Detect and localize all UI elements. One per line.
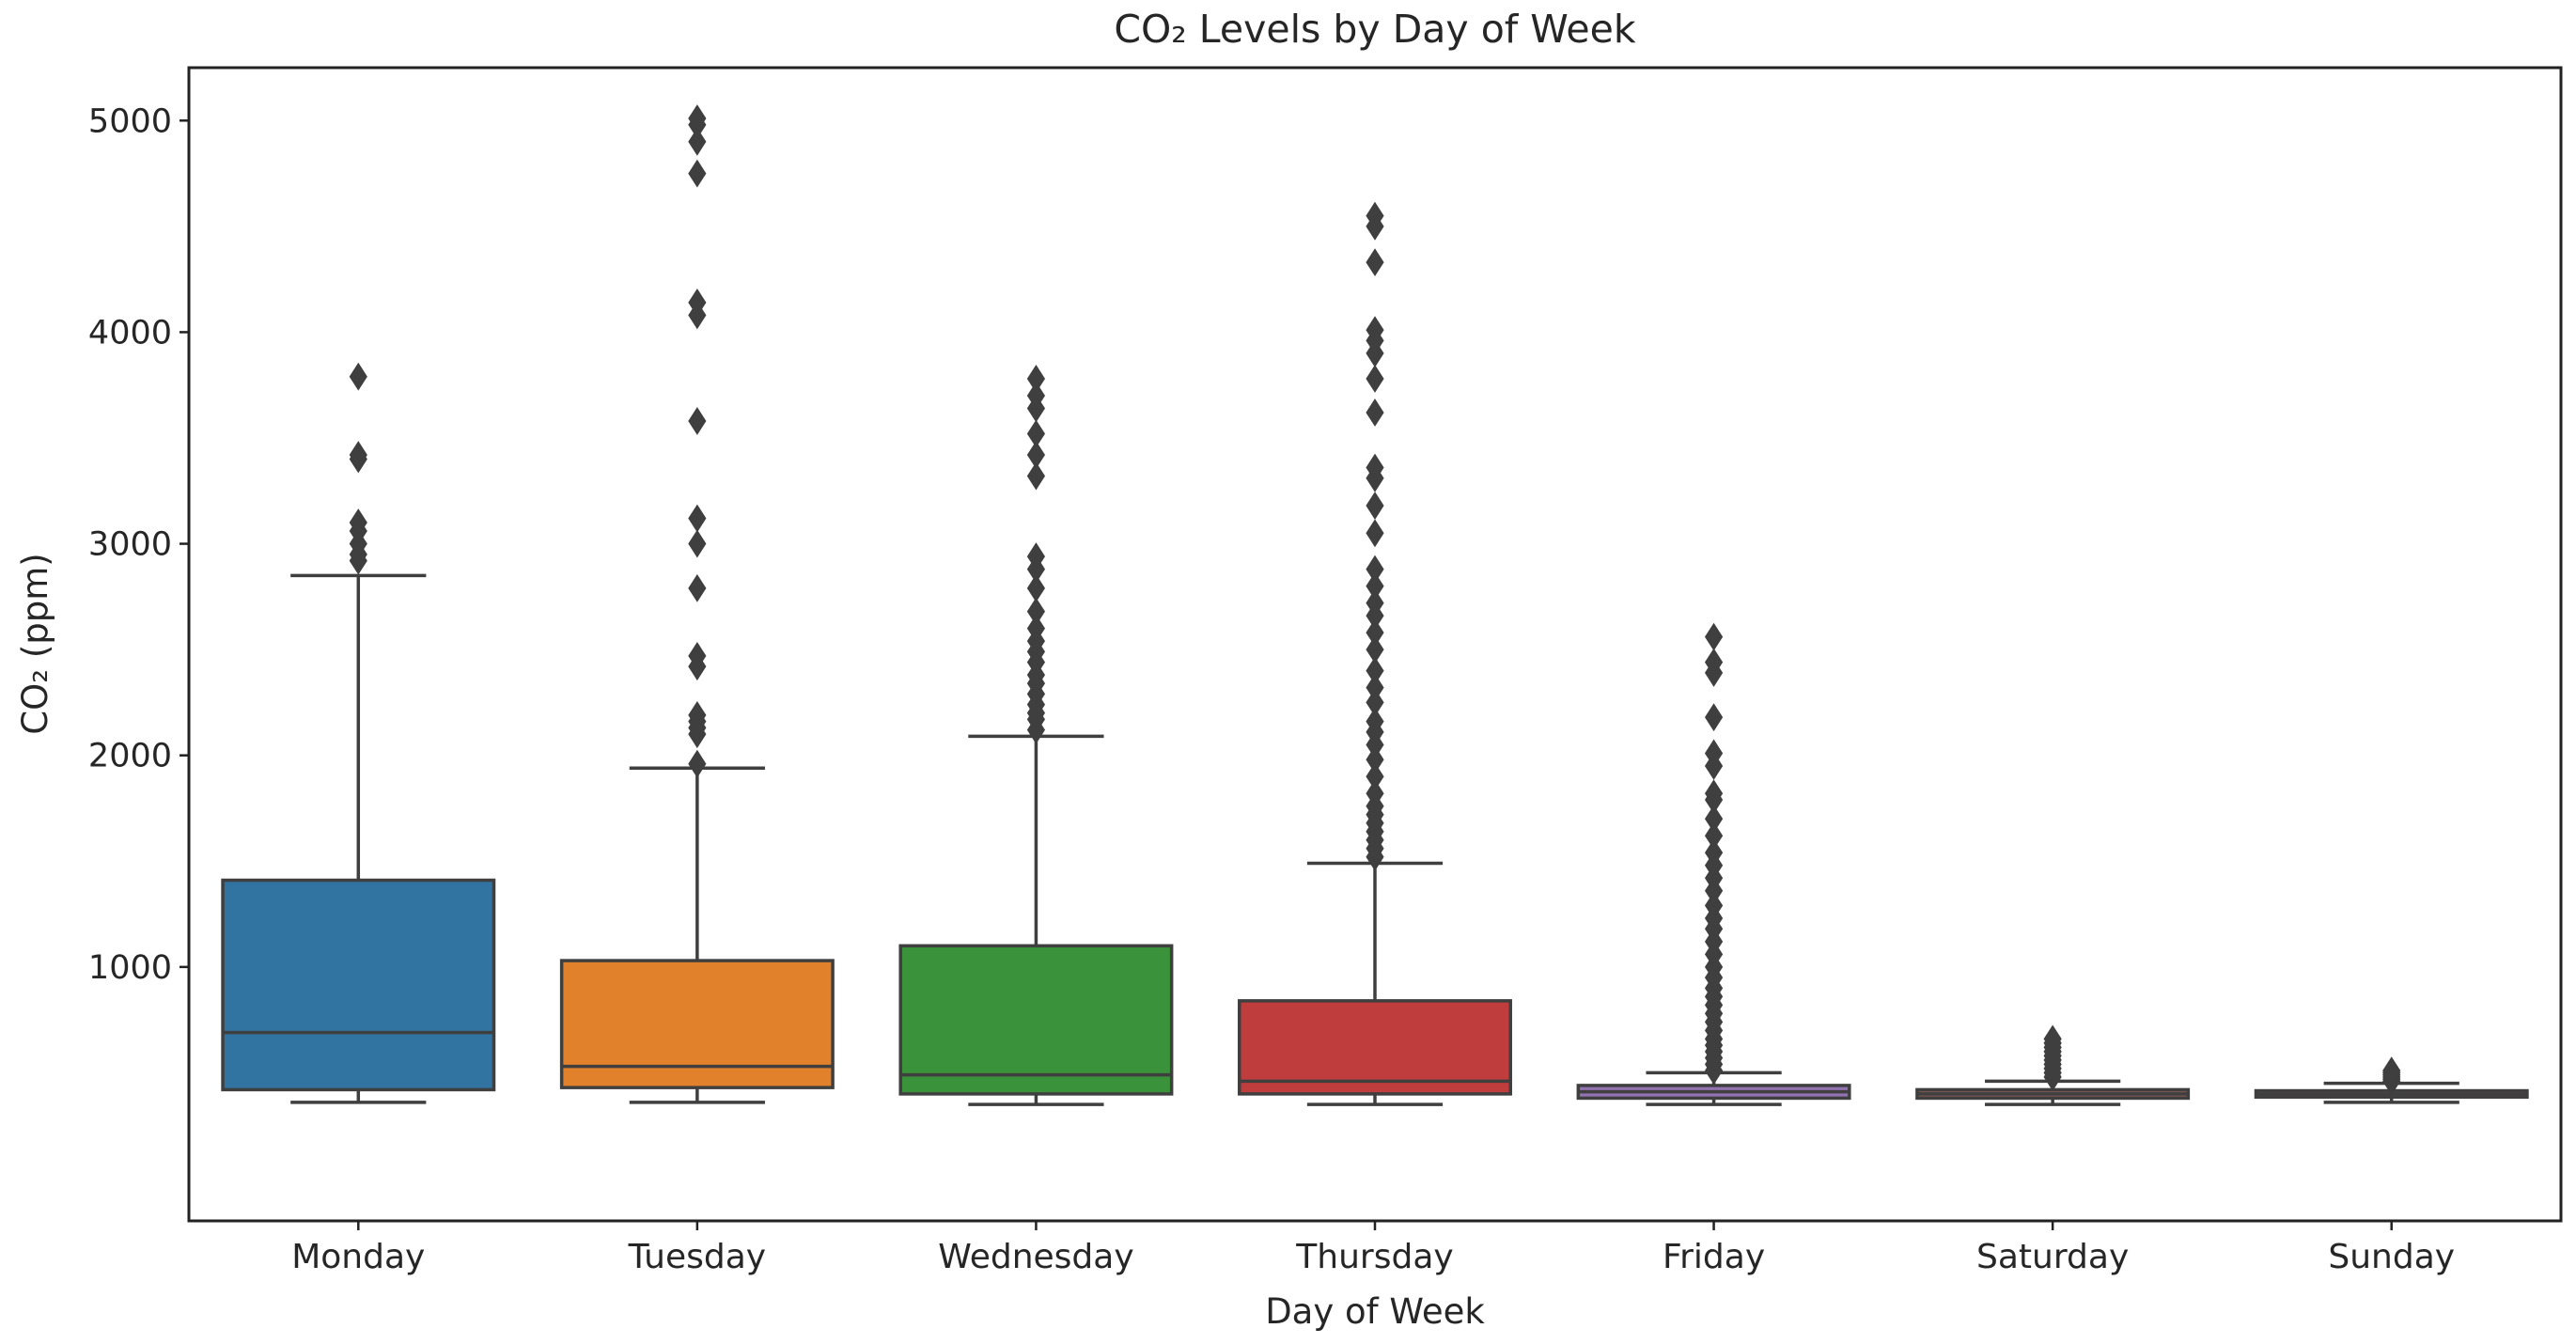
x-tick-label: Monday	[291, 1238, 425, 1276]
y-tick-label: 4000	[88, 314, 172, 352]
outlier-point	[1704, 891, 1724, 920]
box-group-saturday	[1915, 1024, 2191, 1106]
outlier-point	[1026, 614, 1046, 643]
outlier-point	[1366, 688, 1384, 717]
outlier-point	[1366, 248, 1384, 277]
x-tick-label: Wednesday	[938, 1238, 1133, 1276]
outlier-point	[2382, 1056, 2401, 1086]
box-iqr	[559, 959, 835, 1089]
y-axis-ticks: 1000 2000 3000 4000 5000	[88, 102, 189, 987]
outlier-point	[1704, 648, 1724, 677]
outlier-point	[1026, 382, 1046, 410]
x-tick-label: Tuesday	[628, 1238, 766, 1276]
x-tick-label: Sunday	[2328, 1238, 2455, 1276]
outlier-point	[1026, 573, 1046, 602]
box-group-wednesday	[898, 365, 1174, 1106]
outlier-point	[1366, 453, 1384, 482]
outlier-point	[1366, 316, 1384, 345]
y-tick-label: 3000	[88, 526, 172, 564]
outlier-point	[1366, 571, 1384, 601]
outlier-point	[1366, 555, 1384, 584]
y-axis-label: CO₂ (ppm)	[15, 553, 55, 734]
outlier-point	[1366, 618, 1384, 648]
outlier-point	[1704, 821, 1724, 851]
box-iqr	[1238, 999, 1512, 1096]
outlier-point	[1366, 519, 1384, 548]
box-group-monday	[221, 362, 496, 1104]
outlier-point	[688, 641, 707, 670]
x-tick-label: Thursday	[1295, 1238, 1453, 1276]
outlier-point	[349, 362, 367, 391]
outlier-point	[688, 159, 707, 188]
outlier-point	[1366, 656, 1384, 685]
outlier-point	[1704, 622, 1724, 651]
outlier-point	[688, 700, 707, 729]
outlier-point	[1366, 779, 1384, 808]
outlier-point	[1704, 703, 1724, 732]
outlier-point	[1026, 597, 1046, 626]
outlier-point	[688, 529, 707, 558]
outlier-point	[1366, 588, 1384, 617]
outlier-point	[1026, 461, 1046, 491]
box-group-sunday	[2254, 1056, 2529, 1104]
outlier-point	[688, 407, 707, 435]
outlier-point	[1026, 542, 1046, 570]
box-group-friday	[1576, 622, 1851, 1106]
box-iqr	[898, 944, 1174, 1096]
outlier-point	[1366, 707, 1384, 736]
plot-layer	[221, 104, 2529, 1106]
outlier-point	[1366, 399, 1384, 427]
outlier-point	[688, 127, 707, 156]
y-tick-label: 1000	[88, 949, 172, 987]
x-tick-label: Friday	[1663, 1238, 1765, 1276]
outlier-point	[688, 749, 707, 778]
box-iqr	[221, 878, 496, 1092]
outlier-point	[1026, 441, 1046, 469]
x-tick-label: Saturday	[1976, 1238, 2129, 1276]
x-axis-ticks: Monday Tuesday Wednesday Thursday Friday Satu…	[291, 1221, 2455, 1276]
outlier-point	[1366, 492, 1384, 520]
outlier-point	[1366, 635, 1384, 664]
outlier-point	[688, 288, 707, 317]
y-tick-label: 5000	[88, 102, 172, 140]
outlier-point	[1026, 419, 1046, 448]
chart-title: CO₂ Levels by Day of Week	[1114, 7, 1635, 52]
outlier-point	[1704, 739, 1724, 768]
outlier-point	[1026, 365, 1046, 393]
outlier-point	[349, 508, 367, 537]
outlier-point	[1366, 745, 1384, 774]
outlier-point	[688, 504, 707, 533]
outlier-point	[688, 104, 707, 133]
box-group-tuesday	[559, 104, 835, 1104]
outlier-point	[688, 573, 707, 602]
outlier-point	[1704, 838, 1724, 867]
y-tick-label: 2000	[88, 738, 172, 775]
outlier-point	[1366, 201, 1384, 230]
outlier-point	[1704, 779, 1724, 808]
outlier-point	[1366, 365, 1384, 393]
box-group-thursday	[1238, 201, 1512, 1106]
outlier-point	[1366, 762, 1384, 791]
x-axis-label: Day of Week	[1265, 1291, 1485, 1332]
outlier-point	[1366, 673, 1384, 702]
outlier-point	[349, 441, 367, 469]
outlier-point	[2043, 1024, 2062, 1054]
outlier-point	[1704, 805, 1724, 834]
